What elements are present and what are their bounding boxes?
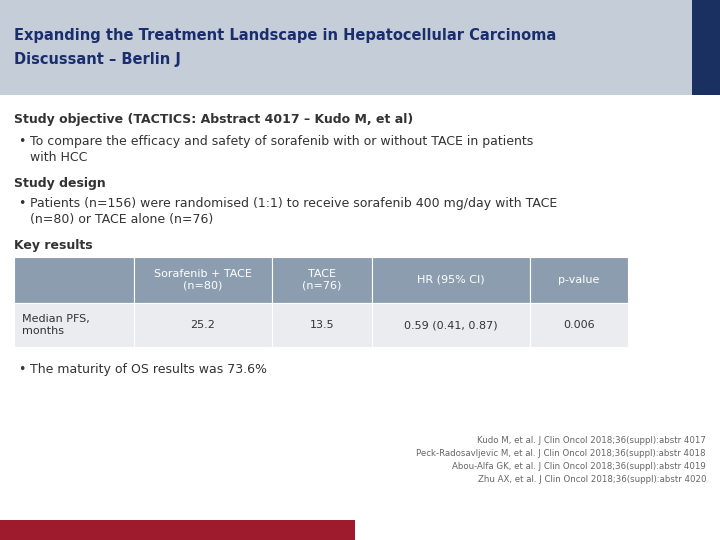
Bar — [272, 303, 372, 347]
Text: (n=80) or TACE alone (n=76): (n=80) or TACE alone (n=76) — [30, 213, 213, 226]
Bar — [372, 303, 530, 347]
Bar — [14, 257, 134, 303]
Text: Patients (n=156) were randomised (1:1) to receive sorafenib 400 mg/day with TACE: Patients (n=156) were randomised (1:1) t… — [30, 197, 557, 210]
Text: Expanding the Treatment Landscape in Hepatocellular Carcinoma: Expanding the Treatment Landscape in Hep… — [14, 28, 557, 43]
Text: with HCC: with HCC — [30, 151, 87, 164]
Bar — [134, 303, 272, 347]
Bar — [0, 520, 355, 540]
Text: Zhu AX, et al. J Clin Oncol 2018;36(suppl):abstr 4020: Zhu AX, et al. J Clin Oncol 2018;36(supp… — [477, 475, 706, 484]
Bar — [530, 257, 628, 303]
Text: Study design: Study design — [14, 177, 106, 190]
Text: To compare the efficacy and safety of sorafenib with or without TACE in patients: To compare the efficacy and safety of so… — [30, 135, 534, 148]
Bar — [692, 0, 720, 95]
Text: 13.5: 13.5 — [310, 320, 334, 330]
Bar — [372, 257, 530, 303]
Text: •: • — [18, 197, 25, 210]
Text: TACE
(n=76): TACE (n=76) — [302, 269, 342, 291]
Text: HR (95% CI): HR (95% CI) — [417, 275, 485, 285]
Text: Sorafenib + TACE
(n=80): Sorafenib + TACE (n=80) — [154, 269, 252, 291]
Bar — [0, 0, 720, 95]
Text: Key results: Key results — [14, 239, 93, 252]
Text: Study objective (TACTICS: Abstract 4017 – Kudo M, et al): Study objective (TACTICS: Abstract 4017 … — [14, 113, 413, 126]
Text: •: • — [18, 363, 25, 376]
Text: p-value: p-value — [558, 275, 600, 285]
Text: Abou-Alfa GK, et al. J Clin Oncol 2018;36(suppl):abstr 4019: Abou-Alfa GK, et al. J Clin Oncol 2018;3… — [452, 462, 706, 471]
Text: •: • — [18, 135, 25, 148]
Text: Kudo M, et al. J Clin Oncol 2018;36(suppl):abstr 4017: Kudo M, et al. J Clin Oncol 2018;36(supp… — [477, 436, 706, 445]
Text: 0.006: 0.006 — [563, 320, 595, 330]
Text: Discussant – Berlin J: Discussant – Berlin J — [14, 52, 181, 67]
Text: Peck-Radosavljevic M, et al. J Clin Oncol 2018;36(suppl):abstr 4018: Peck-Radosavljevic M, et al. J Clin Onco… — [416, 449, 706, 458]
Text: 0.59 (0.41, 0.87): 0.59 (0.41, 0.87) — [404, 320, 498, 330]
Bar — [14, 303, 134, 347]
Text: 25.2: 25.2 — [191, 320, 215, 330]
Text: Median PFS,
months: Median PFS, months — [22, 314, 90, 336]
Bar — [272, 257, 372, 303]
Text: The maturity of OS results was 73.6%: The maturity of OS results was 73.6% — [30, 363, 267, 376]
Bar — [530, 303, 628, 347]
Bar — [134, 257, 272, 303]
